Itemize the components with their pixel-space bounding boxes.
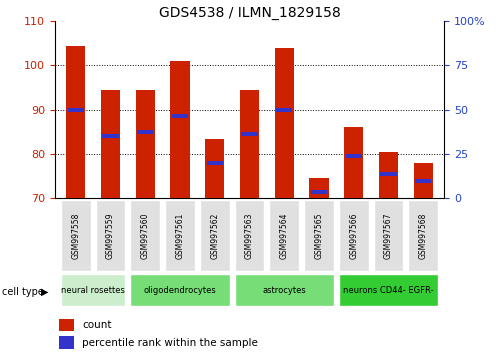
FancyBboxPatch shape <box>200 200 230 271</box>
Bar <box>415 178 431 183</box>
Bar <box>379 152 398 198</box>
Bar <box>66 46 85 198</box>
Title: GDS4538 / ILMN_1829158: GDS4538 / ILMN_1829158 <box>159 6 340 20</box>
Text: astrocytes: astrocytes <box>262 286 306 295</box>
Text: GSM997559: GSM997559 <box>106 212 115 259</box>
Bar <box>171 61 190 198</box>
FancyBboxPatch shape <box>235 274 334 306</box>
FancyBboxPatch shape <box>304 200 334 271</box>
FancyBboxPatch shape <box>130 200 160 271</box>
FancyBboxPatch shape <box>374 200 403 271</box>
FancyBboxPatch shape <box>409 200 438 271</box>
Text: GSM997566: GSM997566 <box>349 212 358 259</box>
FancyBboxPatch shape <box>61 200 90 271</box>
FancyBboxPatch shape <box>130 274 230 306</box>
Text: GSM997558: GSM997558 <box>71 212 80 259</box>
Text: cell type: cell type <box>2 287 44 297</box>
Bar <box>276 108 292 112</box>
Bar <box>59 319 74 331</box>
Bar <box>414 163 433 198</box>
Bar <box>172 114 188 118</box>
Text: oligodendrocytes: oligodendrocytes <box>144 286 217 295</box>
Bar <box>274 48 294 198</box>
Bar <box>346 154 362 158</box>
Text: neural rosettes: neural rosettes <box>61 286 125 295</box>
Text: neurons CD44- EGFR-: neurons CD44- EGFR- <box>343 286 434 295</box>
Bar <box>101 90 120 198</box>
Bar <box>240 90 259 198</box>
Bar <box>309 178 328 198</box>
Bar <box>242 132 257 136</box>
FancyBboxPatch shape <box>61 274 125 306</box>
Bar <box>311 190 327 194</box>
Text: GSM997564: GSM997564 <box>280 212 289 259</box>
Bar <box>344 127 363 198</box>
Text: GSM997565: GSM997565 <box>314 212 323 259</box>
FancyBboxPatch shape <box>235 200 264 271</box>
Text: count: count <box>82 320 112 330</box>
Bar <box>136 90 155 198</box>
Text: GSM997562: GSM997562 <box>210 212 219 259</box>
Bar <box>137 130 153 134</box>
Text: GSM997563: GSM997563 <box>245 212 254 259</box>
FancyBboxPatch shape <box>339 274 438 306</box>
Text: GSM997561: GSM997561 <box>176 212 185 259</box>
Text: GSM997568: GSM997568 <box>419 212 428 259</box>
Text: percentile rank within the sample: percentile rank within the sample <box>82 338 258 348</box>
Text: GSM997560: GSM997560 <box>141 212 150 259</box>
Text: GSM997567: GSM997567 <box>384 212 393 259</box>
Bar <box>68 108 84 112</box>
Bar <box>380 172 397 176</box>
FancyBboxPatch shape <box>339 200 369 271</box>
FancyBboxPatch shape <box>269 200 299 271</box>
Bar <box>207 161 223 165</box>
FancyBboxPatch shape <box>96 200 125 271</box>
Text: ▶: ▶ <box>41 287 49 297</box>
Bar <box>59 336 74 349</box>
FancyBboxPatch shape <box>165 200 195 271</box>
Bar <box>102 134 119 138</box>
Bar <box>205 138 225 198</box>
